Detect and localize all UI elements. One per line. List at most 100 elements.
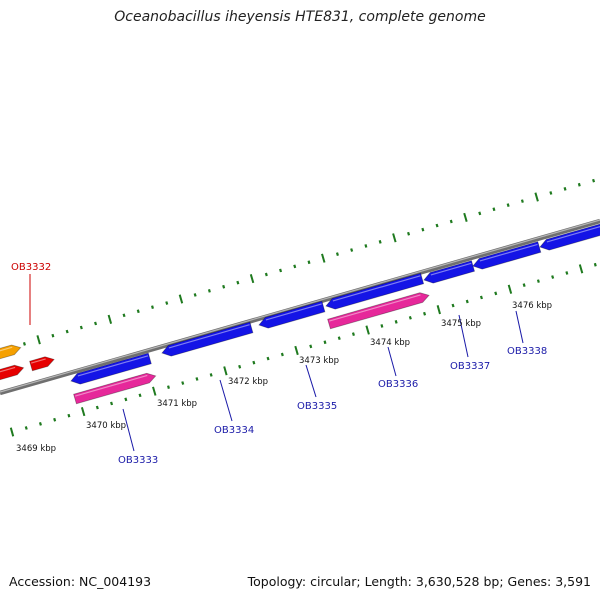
outer-tick-17 (236, 280, 240, 285)
feature-ob3333-cds (70, 352, 152, 385)
outer-tick-42 (592, 178, 596, 183)
connector-ob3334 (219, 379, 233, 422)
feature-ob3337-cds-body (423, 260, 475, 284)
outer-tick-18 (249, 274, 255, 284)
outer-tick-41 (577, 182, 581, 187)
inner-tick-28 (408, 315, 412, 320)
kbp-label-3473: 3473 kbp (299, 356, 339, 366)
outer-tick-6 (79, 325, 83, 330)
inner-tick-23 (337, 336, 341, 341)
gene-label-ob3337[interactable]: OB3337 (450, 361, 490, 372)
inner-tick-2 (38, 421, 42, 426)
outer-tick-39 (549, 191, 553, 195)
inner-tick-21 (309, 344, 313, 349)
outer-tick-38 (534, 192, 539, 202)
gene-label-ob3336[interactable]: OB3336 (378, 379, 418, 390)
inner-tick-27 (394, 319, 398, 324)
outer-tick-21 (293, 264, 297, 269)
inner-tick-1 (24, 426, 28, 430)
inner-tick-24 (351, 332, 355, 337)
feature-ob3333-gene-shine (75, 374, 148, 397)
feature-red-small-shine (31, 358, 46, 364)
inner-tick-10 (152, 386, 157, 396)
feature-red-left-shine (0, 366, 16, 373)
inner-tick-3 (53, 417, 57, 422)
inner-tick-13 (195, 377, 199, 381)
outer-tick-15 (207, 289, 211, 293)
outer-tick-31 (435, 223, 439, 228)
inner-tick-14 (209, 373, 213, 377)
inner-tick-9 (138, 393, 142, 398)
inner-tick-26 (380, 324, 384, 328)
outer-tick-16 (222, 284, 226, 289)
outer-tick-29 (407, 231, 411, 236)
feature-ob3338-cds (472, 241, 542, 270)
feature-orange-body (0, 344, 22, 360)
outer-tick-25 (350, 248, 354, 252)
connector-ob3337 (458, 314, 469, 358)
inner-tick-19 (280, 352, 284, 357)
outer-tick-row (8, 178, 596, 350)
inner-tick-6 (95, 405, 99, 410)
feature-next-cds-shine (546, 226, 600, 243)
backbone-highlight (0, 219, 600, 393)
feature-orange-shine (0, 346, 13, 352)
connector-ob3336 (387, 346, 397, 377)
inner-tick-34 (494, 291, 498, 296)
feature-ob3336-gene (327, 292, 430, 330)
feature-ob3337-cds-shine (430, 262, 472, 276)
inner-tick-16 (238, 364, 242, 369)
feature-ob3334-cds-body (161, 321, 254, 357)
gene-label-ob3335[interactable]: OB3335 (297, 401, 337, 412)
feature-orange (0, 344, 22, 360)
outer-tick-35 (492, 207, 496, 212)
outer-tick-19 (264, 272, 268, 277)
feature-ob3334-cds-shine (168, 324, 250, 349)
feature-red-small (29, 356, 55, 372)
outer-tick-30 (421, 227, 425, 232)
outer-tick-13 (178, 294, 184, 304)
inner-tick-38 (551, 275, 555, 279)
feature-ob3336-cds-shine (332, 275, 421, 302)
outer-tick-20 (279, 268, 283, 273)
outer-tick-33 (463, 212, 468, 222)
inner-tick-30 (436, 305, 441, 315)
kbp-label-3469: 3469 kbp (16, 444, 56, 454)
feature-ob3336-cds-body (325, 272, 425, 310)
inner-tick-4 (67, 413, 71, 418)
outer-tick-14 (193, 293, 197, 297)
outer-tick-10 (136, 309, 140, 314)
gene-label-ob3334[interactable]: OB3334 (214, 425, 254, 436)
connector-ob3335 (305, 364, 317, 398)
kbp-label-3475: 3475 kbp (441, 319, 481, 329)
feature-red-small-body (29, 356, 55, 372)
outer-tick-37 (520, 199, 524, 203)
inner-tick-36 (522, 283, 526, 288)
genome-backbone (0, 218, 600, 396)
kbp-label-3471: 3471 kbp (157, 399, 197, 409)
inner-tick-40 (578, 264, 584, 274)
feature-ob3333-gene-body (73, 372, 157, 405)
gene-label-ob3332[interactable]: OB3332 (11, 262, 51, 273)
kbp-label-3472: 3472 kbp (228, 377, 268, 387)
outer-tick-26 (364, 244, 368, 248)
inner-tick-31 (451, 303, 455, 308)
inner-tick-20 (294, 345, 299, 356)
feature-ob3336-gene-shine (329, 294, 421, 322)
outer-tick-24 (335, 252, 339, 257)
connector-ob3333 (122, 408, 135, 452)
connector-ob3338 (515, 310, 524, 344)
inner-tick-12 (181, 381, 185, 385)
outer-tick-3 (36, 335, 41, 345)
inner-tick-39 (565, 271, 569, 275)
kbp-label-3476: 3476 kbp (512, 301, 552, 311)
inner-tick-11 (167, 385, 170, 389)
feature-ob3338-cds-body (472, 241, 542, 270)
inner-tick-41 (593, 262, 597, 267)
outer-tick-12 (165, 301, 169, 305)
gene-label-ob3338[interactable]: OB3338 (507, 346, 547, 357)
outer-tick-28 (392, 233, 397, 243)
genome-title: Oceanobacillus iheyensis HTE831, complet… (114, 9, 486, 25)
feature-ob3335-cds (258, 300, 326, 329)
gene-label-ob3333[interactable]: OB3333 (118, 455, 158, 466)
